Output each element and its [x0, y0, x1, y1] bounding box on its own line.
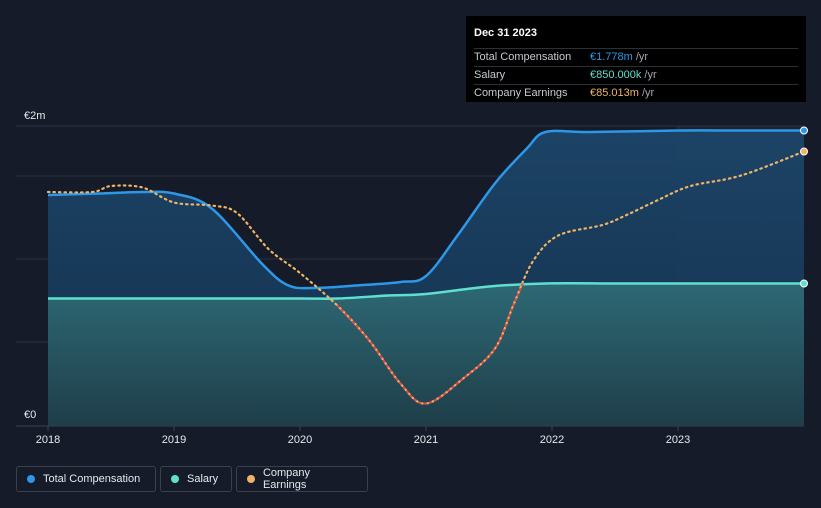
x-tick-label: 2018 — [36, 434, 60, 446]
series-areas — [48, 130, 804, 426]
tooltip-value: €85.013m — [590, 87, 639, 99]
salary-area — [48, 283, 804, 426]
x-tick-label: 2021 — [414, 434, 438, 446]
tooltip-value: €1.778m — [590, 51, 633, 63]
total-compensation-line — [47, 129, 804, 290]
legend-item-salary[interactable]: Salary — [160, 466, 232, 492]
x-tick-label: 2023 — [666, 434, 690, 446]
total-compensation-end-marker — [800, 126, 808, 135]
legend-item-total-compensation[interactable]: Total Compensation — [16, 466, 156, 492]
company-earnings-negative-segment — [336, 283, 525, 405]
legend-dot-icon — [171, 475, 179, 483]
tooltip-row-total: Total Compensation €1.778m /yr — [474, 48, 798, 66]
axes: €0 €2m 2018 2019 2020 2021 2022 2023 — [24, 110, 690, 446]
company-earnings-end-marker — [800, 147, 808, 156]
x-tick-label: 2022 — [540, 434, 564, 446]
legend-label: Salary — [187, 473, 219, 485]
x-tick-label: 2020 — [288, 434, 312, 446]
tooltip-row-salary: Salary €850.000k /yr — [474, 66, 798, 84]
tooltip-value: €850.000k — [590, 69, 642, 81]
tooltip-label: Total Compensation — [474, 51, 572, 63]
y-tick-label: €2m — [24, 110, 45, 122]
legend-dot-icon — [247, 475, 255, 483]
y-tick-label: €0 — [24, 409, 36, 421]
company-earnings-line — [46, 150, 806, 405]
tooltip-date: Dec 31 2023 — [474, 27, 537, 39]
salary-line — [47, 282, 804, 300]
legend-item-company-earnings[interactable]: Company Earnings — [236, 466, 368, 492]
x-tick-label: 2019 — [162, 434, 186, 446]
legend-dot-icon — [27, 475, 35, 483]
tooltip: Dec 31 2023 Total Compensation €1.778m /… — [466, 16, 806, 102]
series-lines — [46, 126, 808, 405]
tooltip-label: Salary — [474, 69, 506, 81]
legend-label: Total Compensation — [43, 473, 141, 485]
legend: Total Compensation Salary Company Earnin… — [16, 466, 368, 492]
tooltip-unit: /yr — [644, 69, 657, 81]
legend-label: Company Earnings — [262, 467, 311, 491]
salary-end-marker — [800, 279, 808, 288]
tooltip-unit: /yr — [635, 51, 649, 63]
tooltip-unit: /yr — [641, 87, 655, 99]
tooltip-row-earnings: Company Earnings €85.013m /yr — [474, 84, 798, 102]
tooltip-label: Company Earnings — [474, 87, 568, 99]
